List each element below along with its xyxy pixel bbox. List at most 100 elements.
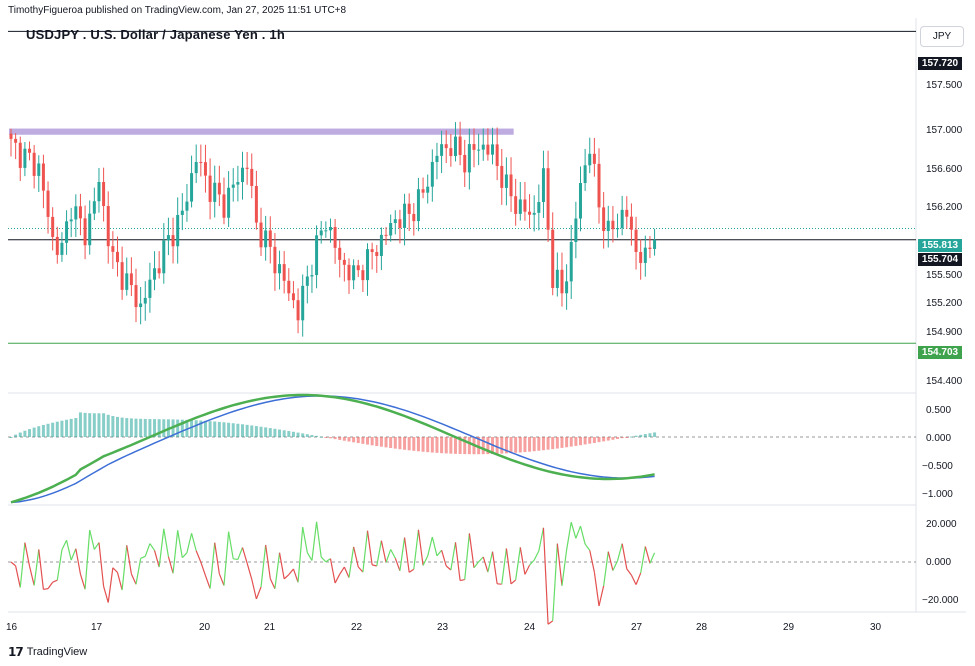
- osc-segment: [417, 529, 424, 566]
- candle-body: [259, 222, 263, 248]
- candle-body: [616, 228, 620, 230]
- macd-histogram-bar: [291, 431, 295, 437]
- macd-tick: −0.500: [922, 461, 953, 472]
- osc-segment: [515, 547, 521, 580]
- candle-body: [291, 293, 295, 301]
- time-tick: 16: [6, 622, 18, 633]
- candle-body: [32, 152, 36, 176]
- osc-segment: [598, 585, 605, 607]
- osc-segment: [640, 546, 646, 574]
- osc-segment: [65, 540, 72, 561]
- macd-histogram-bar: [592, 437, 596, 443]
- macd-histogram-bar: [264, 427, 268, 437]
- macd-histogram-bar: [541, 437, 545, 451]
- candle-body: [504, 174, 508, 188]
- time-tick: 27: [631, 622, 643, 633]
- osc-segment: [241, 547, 248, 564]
- osc-segment: [19, 542, 26, 588]
- macd-histogram-bar: [139, 418, 143, 437]
- macd-histogram-bar: [463, 437, 467, 455]
- candle-body: [23, 148, 27, 168]
- osc-segment: [195, 550, 202, 563]
- macd-histogram-bar: [74, 418, 78, 437]
- macd-histogram-bar: [143, 418, 147, 437]
- candle-body: [222, 194, 226, 218]
- candle-body: [74, 206, 78, 220]
- osc-segment: [223, 531, 230, 586]
- macd-histogram-bar: [296, 432, 300, 437]
- macd-histogram-bar: [208, 421, 212, 437]
- osc-segment: [616, 543, 623, 561]
- currency-button[interactable]: JPY: [920, 26, 964, 47]
- macd-histogram-bar: [421, 437, 425, 452]
- osc-segment: [626, 568, 632, 576]
- macd-histogram-bar: [574, 437, 578, 446]
- candle-body: [78, 206, 82, 219]
- osc-segment: [269, 578, 276, 589]
- macd-histogram-bar: [310, 435, 314, 437]
- candle-body: [92, 201, 96, 214]
- candle-body: [643, 247, 647, 263]
- osc-segment: [380, 540, 387, 563]
- osc-segment: [589, 550, 595, 573]
- candle-body: [120, 262, 124, 290]
- macd-histogram-bar: [352, 437, 356, 443]
- candle-body: [134, 285, 138, 308]
- tradingview-logo[interactable]: 𝟭𝟳 TradingView: [8, 645, 87, 659]
- osc-segment: [454, 542, 461, 581]
- candle-body: [254, 186, 258, 223]
- macd-histogram-bar: [342, 437, 346, 441]
- macd-histogram-bar: [83, 412, 87, 437]
- time-tick: 29: [783, 622, 795, 633]
- macd-histogram-bar: [514, 437, 518, 453]
- macd-histogram-bar: [92, 413, 96, 437]
- macd-histogram-bar: [653, 432, 657, 437]
- candle-body: [264, 230, 268, 248]
- candle-body: [541, 168, 545, 203]
- macd-histogram-bar: [569, 437, 573, 447]
- osc-segment: [547, 620, 554, 625]
- osc-segment: [413, 529, 420, 570]
- macd-histogram-bar: [282, 430, 286, 437]
- macd-histogram-bar: [245, 424, 249, 437]
- candle-body: [366, 249, 370, 281]
- osc-segment: [390, 549, 396, 559]
- macd-histogram-bar: [643, 434, 647, 437]
- osc-segment: [570, 522, 577, 539]
- candle-body: [282, 264, 286, 281]
- candle-body: [97, 181, 101, 202]
- price-tick: 154.900: [926, 327, 963, 338]
- macd-histogram-bar: [213, 421, 217, 437]
- candle-body: [384, 234, 388, 236]
- macd-histogram-bar: [578, 437, 582, 446]
- macd-histogram-bar: [347, 437, 351, 442]
- osc-segment: [228, 531, 234, 559]
- candle-body: [203, 162, 207, 176]
- osc-segment: [190, 533, 197, 551]
- macd-histogram-bar: [583, 437, 587, 445]
- osc-segment: [630, 574, 637, 585]
- candle-body: [227, 187, 231, 218]
- candle-body: [106, 206, 110, 247]
- macd-histogram-bar: [46, 423, 50, 437]
- candle-body: [565, 281, 569, 294]
- osc-segment: [28, 565, 35, 586]
- osc-segment: [468, 533, 475, 568]
- candle-body: [129, 273, 133, 286]
- osc-segment: [43, 588, 49, 591]
- osc-segment: [329, 558, 336, 584]
- candle-body: [495, 144, 499, 166]
- osc-segment: [491, 551, 498, 584]
- candle-body: [268, 230, 272, 247]
- candle-body: [597, 163, 601, 208]
- macd-line: [10, 393, 655, 504]
- candle-body: [352, 265, 356, 281]
- candle-body: [426, 186, 430, 193]
- osc-segment: [186, 533, 193, 553]
- candle-body: [69, 219, 73, 222]
- candle-body: [611, 220, 615, 230]
- candle-body: [653, 239, 657, 249]
- osc-segment: [200, 561, 207, 576]
- candle-body: [500, 165, 504, 188]
